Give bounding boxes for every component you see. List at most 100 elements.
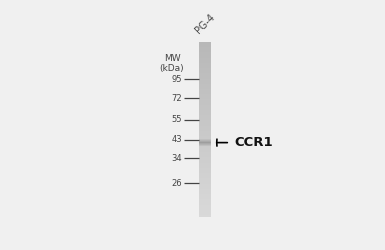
Bar [199,143,211,144]
Bar [199,187,211,188]
Bar [199,67,211,68]
Bar [199,45,211,46]
Bar [199,66,211,67]
Bar [199,125,211,126]
Bar [199,169,211,170]
Bar [199,110,211,111]
Bar [199,67,211,68]
Bar [199,126,211,127]
Bar [199,203,211,204]
Bar [199,146,211,147]
Text: 95: 95 [171,74,182,84]
Bar [199,130,211,131]
Bar [199,114,211,115]
Bar [199,86,211,87]
Bar [199,206,211,207]
Bar [199,151,211,152]
Bar [199,103,211,104]
Bar [199,128,211,129]
Bar [199,107,211,108]
Bar [199,140,211,141]
Bar [199,92,211,93]
Bar [199,68,211,69]
Bar [199,159,211,160]
Bar [199,178,211,179]
Bar [199,104,211,105]
Bar [199,95,211,96]
Bar [199,175,211,176]
Bar [199,153,211,154]
Bar [199,195,211,196]
Bar [199,152,211,153]
Bar [199,197,211,198]
Bar [199,76,211,77]
Bar [199,72,211,73]
Bar [199,147,211,148]
Bar [199,141,211,142]
Bar [199,158,211,159]
Bar [199,87,211,88]
Bar [199,144,211,145]
Bar [199,74,211,75]
Bar [199,145,211,146]
Bar [199,142,211,143]
Bar [199,199,211,200]
Bar [199,94,211,95]
Bar [199,194,211,195]
Bar [199,116,211,117]
Bar [199,209,211,210]
Bar [199,70,211,71]
Bar [199,166,211,167]
Bar [199,59,211,60]
Bar [199,140,211,141]
Bar [199,183,211,184]
Bar [199,119,211,120]
Bar [199,75,211,76]
Bar [199,148,211,149]
Bar [199,117,211,118]
Bar [199,99,211,100]
Bar [199,202,211,203]
Bar [199,145,211,146]
Bar [199,216,211,217]
Bar [199,94,211,95]
Bar [199,162,211,163]
Bar [199,156,211,157]
Bar [199,122,211,123]
Bar [199,166,211,167]
Bar [199,44,211,45]
Bar [199,192,211,193]
Text: MW
(kDa): MW (kDa) [160,54,184,74]
Bar [199,158,211,159]
Bar [199,198,211,199]
Bar [199,58,211,59]
Bar [199,190,211,191]
Bar [199,105,211,106]
Bar [199,207,211,208]
Bar [199,126,211,127]
Bar [199,184,211,185]
Bar [199,175,211,176]
Bar [199,143,211,144]
Bar [199,125,211,126]
Bar [199,143,211,144]
Bar [199,132,211,133]
Bar [199,113,211,114]
Bar [199,174,211,175]
Bar [199,89,211,90]
Bar [199,133,211,134]
Bar [199,145,211,146]
Bar [199,108,211,109]
Bar [199,139,211,140]
Bar [199,91,211,92]
Bar [199,83,211,84]
Bar [199,76,211,77]
Bar [199,130,211,131]
Bar [199,108,211,109]
Bar [199,176,211,177]
Bar [199,118,211,119]
Bar [199,171,211,172]
Bar [199,123,211,124]
Bar [199,84,211,85]
Bar [199,142,211,143]
